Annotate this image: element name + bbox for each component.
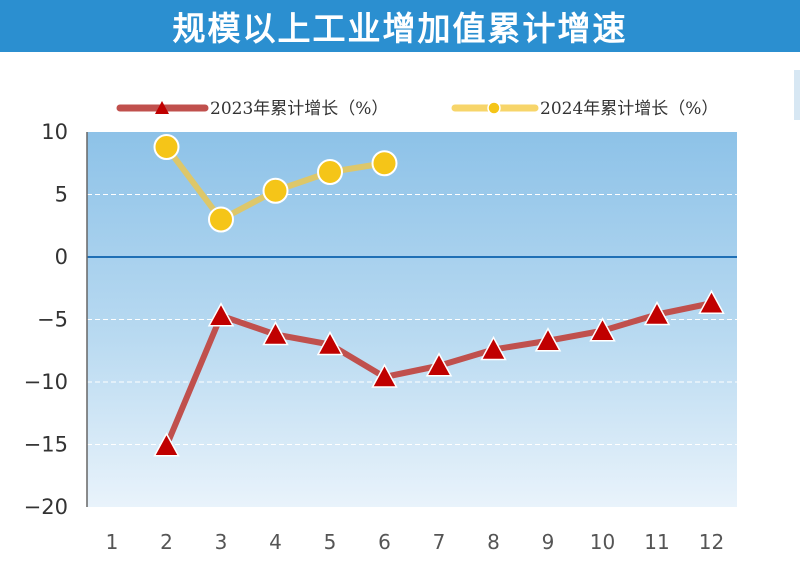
y-tick-label: −10 (24, 370, 68, 394)
legend-triangle-marker (155, 101, 169, 114)
y-tick-label: 10 (41, 120, 68, 144)
x-tick-label: 11 (644, 530, 669, 554)
x-tick-label: 10 (590, 530, 615, 554)
data-point-2023 (534, 327, 562, 352)
data-point-2024 (153, 134, 180, 160)
data-point-2024 (262, 177, 289, 204)
y-tick-label: −15 (24, 433, 68, 457)
legend-circle-marker (487, 101, 501, 115)
x-tick-label: 8 (487, 530, 500, 554)
x-tick-label: 5 (324, 530, 337, 554)
x-tick-label: 6 (378, 530, 391, 554)
data-point-2023 (643, 300, 671, 326)
data-point-2023 (153, 432, 180, 457)
data-point-2024 (208, 206, 234, 233)
x-axis-ticks: 1 2 3 4 5 6 7 8 9 10 11 12 (106, 530, 725, 554)
data-point-2023 (589, 317, 616, 342)
y-axis-ticks: 10 5 0 −5 −10 −15 −20 (24, 120, 68, 519)
data-point-2024 (371, 150, 398, 177)
x-tick-label: 3 (215, 530, 228, 554)
data-point-2024 (317, 159, 343, 185)
data-point-2023 (698, 289, 725, 314)
legend-label-2024: 2024年累计增长（%） (540, 99, 718, 119)
data-point-2023 (262, 320, 289, 346)
edge-strip (794, 70, 800, 120)
y-tick-label: −20 (24, 495, 68, 519)
x-tick-label: 12 (699, 530, 724, 554)
data-point-2023 (371, 363, 398, 388)
x-tick-label: 9 (542, 530, 555, 554)
legend-item-2023: 2023年累计增长（%） (116, 99, 388, 119)
series-layer (153, 134, 725, 457)
data-point-2023 (425, 352, 453, 377)
x-tick-label: 7 (433, 530, 446, 554)
y-tick-label: −5 (37, 308, 68, 332)
data-point-2023 (207, 302, 235, 327)
data-point-2023 (316, 330, 344, 356)
legend: 2023年累计增长（%） 2024年累计增长（%） (116, 99, 718, 119)
chart-title: 规模以上工业增加值累计增速 (172, 9, 628, 48)
legend-label-2023: 2023年累计增长（%） (210, 99, 388, 119)
y-tick-label: 5 (55, 183, 68, 207)
x-tick-label: 2 (160, 530, 173, 554)
x-tick-label: 1 (106, 530, 119, 554)
x-tick-label: 4 (269, 530, 282, 554)
legend-item-2024: 2024年累计增长（%） (451, 99, 718, 119)
y-tick-label: 0 (55, 245, 68, 269)
title-bar: 规模以上工业增加值累计增速 (0, 0, 800, 52)
data-point-2023 (480, 335, 507, 361)
